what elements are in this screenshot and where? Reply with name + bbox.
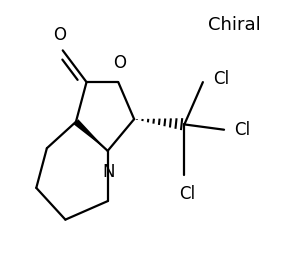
Text: Cl: Cl <box>214 70 230 89</box>
Text: Cl: Cl <box>179 185 195 203</box>
Polygon shape <box>74 119 108 151</box>
Text: N: N <box>103 163 115 181</box>
Text: Cl: Cl <box>235 121 251 139</box>
Text: O: O <box>54 26 67 44</box>
Text: O: O <box>113 53 126 72</box>
Text: Chiral: Chiral <box>208 16 261 34</box>
